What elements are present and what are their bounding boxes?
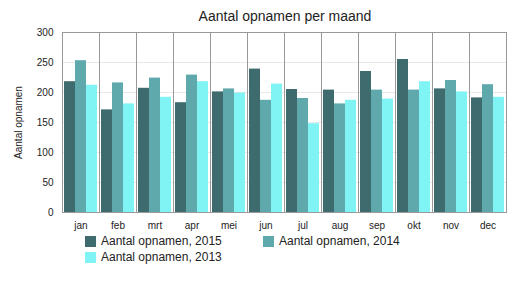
- svg-text:150: 150: [37, 117, 54, 128]
- html-text:Aantal opnamen, 2014: Aantal opnamen, 2014: [279, 234, 400, 248]
- svg-text:0: 0: [48, 207, 54, 218]
- svg-text:jul: jul: [297, 220, 308, 231]
- svg-text:feb: feb: [111, 220, 125, 231]
- svg-text:250: 250: [37, 57, 54, 68]
- svg-text:jun: jun: [258, 220, 272, 231]
- svg-text:apr: apr: [185, 220, 200, 231]
- svg-text:nov: nov: [443, 220, 459, 231]
- svg-text:dec: dec: [480, 220, 496, 231]
- html-text:Aantal opnamen, 2015: Aantal opnamen, 2015: [101, 234, 222, 248]
- svg-text:okt: okt: [407, 220, 421, 231]
- svg-text:100: 100: [37, 147, 54, 158]
- svg-text:aug: aug: [332, 220, 349, 231]
- svg-text:mei: mei: [221, 220, 237, 231]
- svg-text:sep: sep: [369, 220, 386, 231]
- html-text:Aantal opnamen per maand: Aantal opnamen per maand: [198, 8, 372, 24]
- svg-text:200: 200: [37, 87, 54, 98]
- svg-text:jan: jan: [73, 220, 87, 231]
- svg-text:mrt: mrt: [148, 220, 163, 231]
- html-text:Aantal opnamen, 2013: Aantal opnamen, 2013: [101, 250, 222, 264]
- svg-text:50: 50: [42, 177, 54, 188]
- svg-text:Aantal opnamen: Aantal opnamen: [13, 86, 24, 159]
- svg-text:300: 300: [37, 27, 54, 38]
